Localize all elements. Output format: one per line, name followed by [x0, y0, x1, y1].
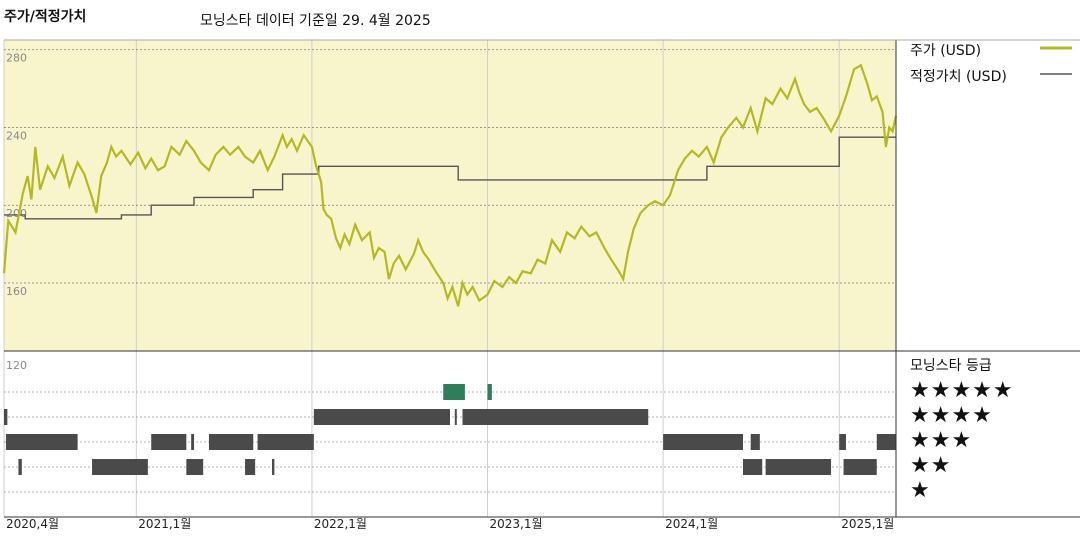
rating-segment-3-star	[257, 434, 314, 450]
rating-segment-3-star	[191, 434, 195, 450]
rating-segment-2-star	[92, 459, 148, 475]
y-tick-label: 120	[6, 359, 27, 372]
three-star-label: ★★★	[910, 428, 973, 453]
x-tick-label: 2024,1월	[665, 517, 718, 531]
fair-value-line	[4, 136, 896, 220]
fair-value-legend-label: 적정가치 (USD)	[910, 69, 1007, 85]
price-legend-label: 주가 (USD)	[910, 43, 982, 59]
rating-legend-title: 모닝스타 등급	[910, 358, 992, 374]
y-tick-label: 240	[6, 129, 27, 142]
rating-segment-2-star	[186, 459, 204, 475]
x-tick-label: 2022,1월	[314, 517, 367, 531]
rating-segment-2-star	[271, 459, 275, 475]
star-rating-history	[4, 384, 896, 475]
four-star-label: ★★★★	[910, 403, 993, 428]
rating-segment-3-star	[750, 434, 760, 450]
price-plot-background	[4, 40, 896, 351]
data-date-subtitle: 모닝스타 데이터 기준일 29. 4월 2025	[200, 13, 431, 29]
x-tick-label: 2020,4월	[6, 517, 59, 531]
rating-row-guides	[4, 391, 896, 493]
y-axis-tick-labels: 280 240 200 160 120	[6, 52, 27, 372]
x-axis-tick-labels: 2020,4월 2021,1월 2022,1월 2023,1월 2024,1월 2025,…	[6, 517, 894, 531]
rating-segment-2-star	[18, 459, 22, 475]
rating-segment-5-star	[487, 384, 492, 400]
rating-segment-4-star	[4, 409, 8, 425]
rating-segment-4-star	[313, 409, 450, 425]
chart-section-title: 주가/적정가치	[4, 9, 87, 25]
y-tick-label: 280	[6, 52, 27, 65]
two-star-label: ★★	[910, 453, 952, 478]
y-tick-label: 160	[6, 285, 27, 298]
one-star-label: ★	[910, 478, 931, 503]
rating-segment-5-star	[443, 384, 465, 400]
rating-segment-2-star	[765, 459, 832, 475]
y-tick-label: 200	[6, 207, 27, 220]
rating-segment-2-star	[843, 459, 877, 475]
rating-segment-3-star	[839, 434, 846, 450]
rating-segment-3-star	[876, 434, 896, 450]
rating-segment-4-star	[462, 409, 649, 425]
rating-segment-3-star	[151, 434, 187, 450]
rating-segment-4-star	[454, 409, 457, 425]
price-line	[2, 63, 898, 307]
x-tick-label: 2023,1월	[490, 517, 543, 531]
rating-segment-3-star	[5, 434, 78, 450]
five-star-label: ★★★★★	[910, 378, 1014, 403]
x-tick-label: 2021,1월	[138, 517, 191, 531]
rating-segment-2-star	[245, 459, 256, 475]
rating-segment-3-star	[663, 434, 744, 450]
rating-segment-2-star	[743, 459, 763, 475]
rating-segment-3-star	[208, 434, 254, 450]
x-tick-label: 2025,1월	[841, 517, 894, 531]
